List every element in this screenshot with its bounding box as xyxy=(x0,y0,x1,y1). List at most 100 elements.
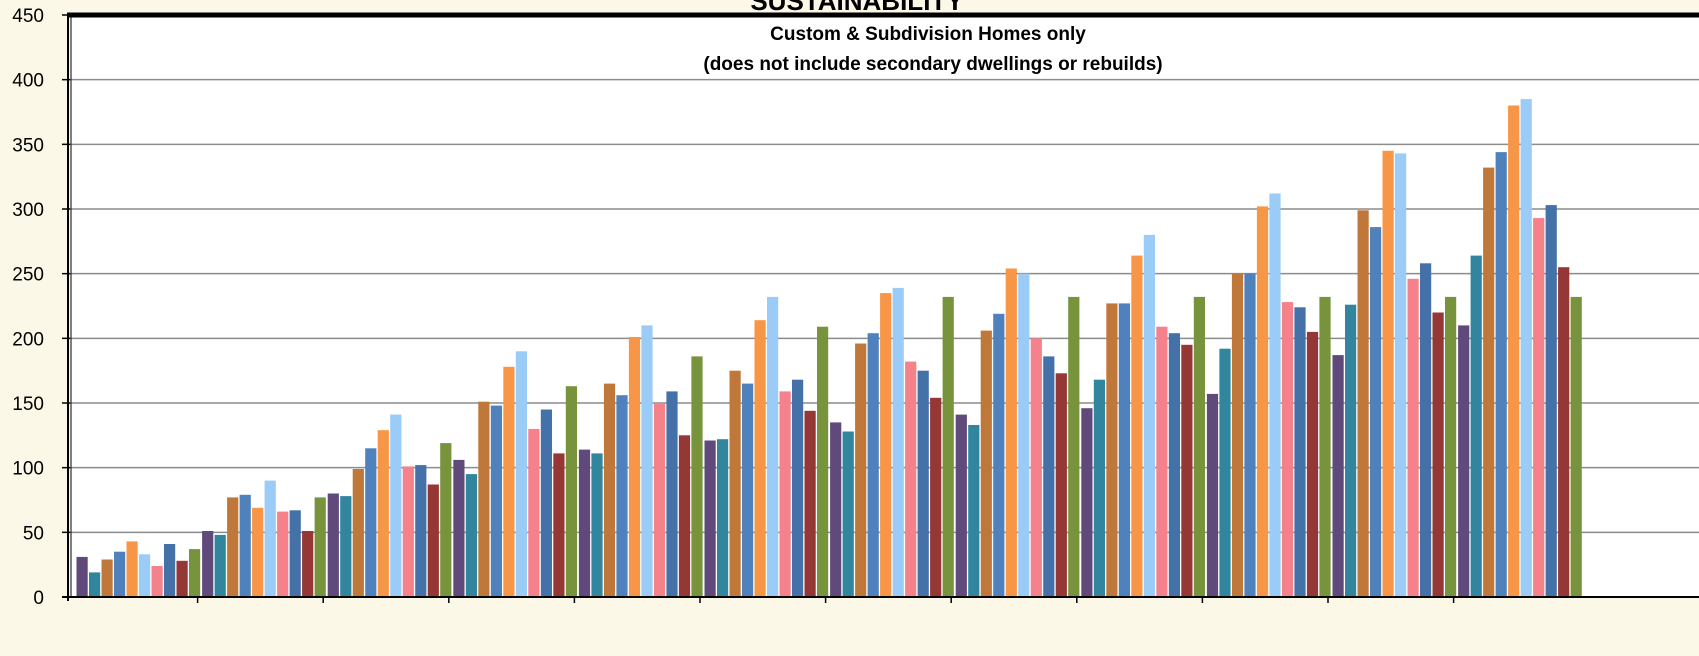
bar xyxy=(1143,234,1155,597)
bar xyxy=(591,453,603,597)
bar xyxy=(252,507,264,597)
bar xyxy=(1395,153,1407,597)
bar xyxy=(691,356,703,597)
bar xyxy=(1533,218,1545,597)
bar xyxy=(1043,356,1055,597)
bar xyxy=(1118,303,1130,597)
bar xyxy=(1332,355,1344,597)
bar xyxy=(126,541,138,597)
bar xyxy=(1445,296,1457,597)
bar xyxy=(176,560,188,597)
bar xyxy=(1495,152,1507,597)
bar xyxy=(754,320,766,597)
bar xyxy=(742,383,754,597)
bar xyxy=(565,386,577,597)
bar xyxy=(1306,331,1319,597)
bar xyxy=(189,549,201,597)
bar xyxy=(1030,338,1042,597)
bar xyxy=(1545,205,1557,597)
bar xyxy=(1081,408,1093,597)
bar xyxy=(1005,268,1017,597)
bar xyxy=(880,293,892,597)
chart-subtitle-line1: Custom & Subdivision Homes only xyxy=(770,24,1086,45)
bar xyxy=(968,425,980,597)
bar xyxy=(603,383,616,597)
bar xyxy=(917,370,929,597)
bar xyxy=(365,448,377,597)
y-tick-label: 0 xyxy=(33,588,44,609)
bar xyxy=(905,361,917,597)
bar xyxy=(1131,255,1143,597)
bar xyxy=(867,333,879,597)
bar xyxy=(704,440,716,597)
bar xyxy=(942,296,954,597)
bar xyxy=(1256,206,1269,597)
bar xyxy=(1520,99,1532,597)
bar xyxy=(101,559,113,597)
bar xyxy=(767,296,779,597)
bar xyxy=(980,330,992,597)
bar xyxy=(402,466,414,597)
bar xyxy=(1068,296,1080,597)
bar xyxy=(503,366,515,597)
bar xyxy=(490,405,502,597)
bar xyxy=(1458,325,1470,597)
bar xyxy=(653,403,666,597)
bar xyxy=(415,465,427,597)
bar xyxy=(892,287,904,597)
bar xyxy=(1231,273,1244,597)
bar xyxy=(440,443,452,597)
bar xyxy=(1357,210,1369,598)
bar xyxy=(1420,263,1432,597)
y-tick-label: 50 xyxy=(23,523,44,544)
bar xyxy=(1206,393,1219,597)
bar xyxy=(616,395,628,597)
bar xyxy=(1483,167,1495,597)
bar xyxy=(352,469,364,597)
bar xyxy=(89,572,101,597)
bar xyxy=(1193,296,1205,597)
bar xyxy=(1093,379,1105,597)
bar xyxy=(528,428,540,597)
bar xyxy=(717,439,729,597)
bar xyxy=(515,351,527,597)
bar xyxy=(540,409,552,597)
bar xyxy=(678,435,691,597)
bar xyxy=(202,531,214,597)
bar xyxy=(227,497,239,597)
bar xyxy=(855,343,867,597)
bar xyxy=(1244,273,1256,597)
bar xyxy=(1055,373,1067,597)
bar xyxy=(1570,296,1582,597)
bar xyxy=(641,325,653,597)
bar xyxy=(264,480,276,597)
bar xyxy=(1382,150,1394,598)
bar xyxy=(628,337,641,597)
bar xyxy=(1294,307,1306,597)
bar xyxy=(114,551,126,597)
bar xyxy=(277,511,289,597)
bar xyxy=(993,313,1005,597)
bar xyxy=(214,534,226,597)
bar xyxy=(817,326,829,597)
bar xyxy=(779,391,791,597)
chart-subtitle-line2: (does not include secondary dwellings or… xyxy=(703,54,1162,75)
bar xyxy=(139,554,151,597)
y-tick-label: 300 xyxy=(12,200,44,221)
bar xyxy=(1470,255,1482,597)
bar xyxy=(1370,227,1382,597)
bar xyxy=(1156,326,1168,597)
bar xyxy=(1269,193,1281,597)
bar xyxy=(1281,302,1294,597)
bar xyxy=(1018,273,1030,597)
bar xyxy=(578,449,591,597)
y-tick-label: 250 xyxy=(12,265,44,286)
y-tick-label: 100 xyxy=(12,459,44,480)
bar xyxy=(842,431,854,597)
y-tick-label: 350 xyxy=(12,135,44,156)
bar xyxy=(553,453,565,597)
bar xyxy=(804,410,816,597)
bar xyxy=(239,494,251,597)
